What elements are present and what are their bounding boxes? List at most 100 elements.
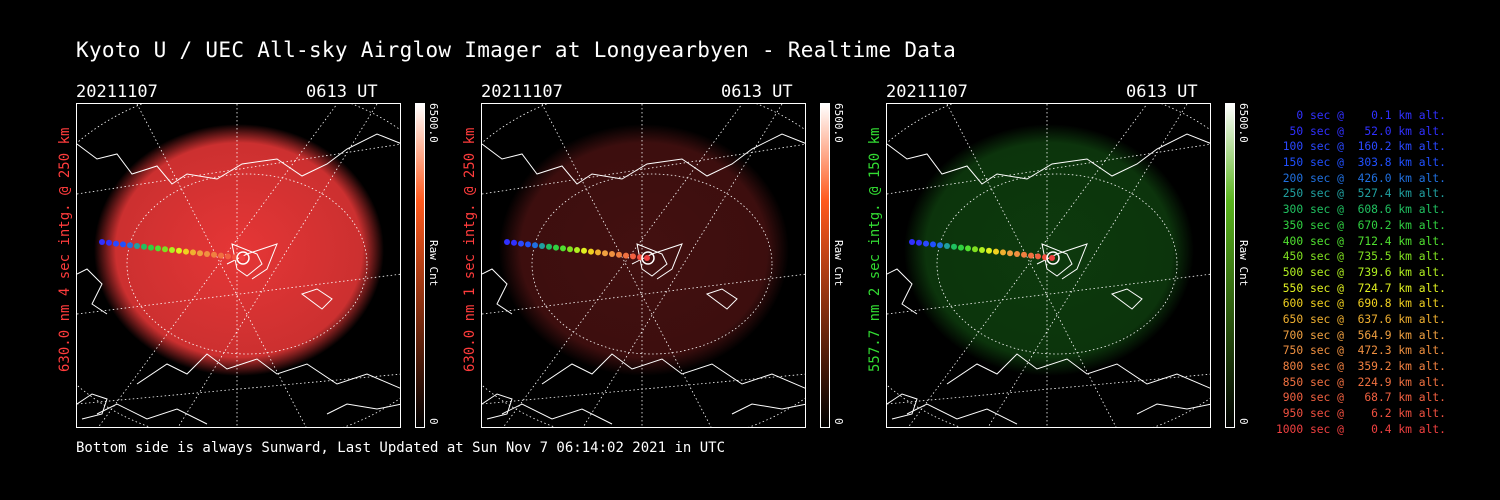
panel-1-colorbar-unit: Raw Cnt: [427, 240, 440, 287]
legend-entry: 700 sec @ 564.9 km alt.: [1275, 328, 1446, 342]
trajectory-point: [197, 250, 203, 257]
airglow-disc: [904, 124, 1194, 376]
legend-entry: 750 sec @ 472.3 km alt.: [1275, 344, 1446, 358]
trajectory-point: [211, 251, 217, 258]
panel-2-colorbar-max: 6500.0: [832, 103, 845, 143]
panel-2-time: 0613 UT: [721, 82, 793, 102]
trajectory-point: [127, 242, 133, 249]
trajectory-point: [937, 242, 943, 249]
legend-entry: 550 sec @ 724.7 km alt.: [1275, 281, 1446, 295]
trajectory: [99, 239, 245, 261]
trajectory-point: [581, 247, 587, 254]
trajectory-point: [944, 243, 950, 249]
trajectory-point: [148, 244, 154, 251]
trajectory-point: [923, 240, 929, 247]
trajectory: [909, 239, 1055, 261]
legend-entry: 50 sec @ 52.0 km alt.: [1275, 124, 1446, 138]
trajectory-point: [1028, 252, 1034, 259]
legend-entry: 600 sec @ 690.8 km alt.: [1275, 297, 1446, 311]
coastline: [482, 133, 805, 425]
legend-entry: 950 sec @ 6.2 km alt.: [1275, 407, 1446, 421]
legend-entry: 150 sec @ 303.8 km alt.: [1275, 156, 1446, 170]
trajectory-point: [504, 239, 510, 245]
trajectory-point: [162, 246, 168, 253]
trajectory-point: [183, 248, 189, 255]
panel-1-image: [76, 103, 401, 428]
panel-1-ylabel: 630.0 nm 4 sec intg. @ 250 km: [57, 127, 73, 372]
trajectory-point: [1049, 255, 1055, 261]
trajectory-point: [630, 253, 636, 260]
trajectory-point: [518, 240, 524, 247]
panel-3-colorbar: [1225, 103, 1235, 428]
legend-entry: 400 sec @ 712.4 km alt.: [1275, 234, 1446, 248]
trajectory-point: [1035, 253, 1041, 260]
panel-3-ylabel: 557.7 nm 2 sec intg. @ 150 km: [867, 127, 883, 372]
trajectory-point: [560, 245, 566, 252]
station-marker: [236, 251, 250, 265]
panel-2-ylabel: 630.0 nm 1 sec intg. @ 250 km: [462, 127, 478, 372]
station-marker: [1046, 251, 1060, 265]
panel-3-colorbar-max: 6500.0: [1237, 103, 1250, 143]
trajectory-point: [1000, 249, 1006, 256]
footer-status: Bottom side is always Sunward, Last Upda…: [76, 440, 726, 456]
trajectory-point: [218, 252, 224, 259]
trajectory-point: [1014, 251, 1020, 257]
trajectory-point: [134, 243, 140, 249]
legend-entry: 0 sec @ 0.1 km alt.: [1275, 109, 1446, 122]
trajectory-legend: 0 sec @ 0.1 km alt. 50 sec @ 52.0 km alt…: [1268, 108, 1446, 437]
panel-3-colorbar-min: 0: [1237, 418, 1250, 425]
legend-entry: 100 sec @ 160.2 km alt.: [1275, 140, 1446, 154]
trajectory-point: [958, 244, 964, 251]
page-title: Kyoto U / UEC All-sky Airglow Imager at …: [76, 38, 957, 62]
panel-1-colorbar-max: 6500.0: [427, 103, 440, 143]
trajectory-point: [986, 247, 992, 254]
legend-entry: 1000 sec @ 0.4 km alt.: [1275, 422, 1446, 436]
trajectory-point: [909, 239, 915, 245]
trajectory-point: [595, 249, 601, 256]
panel-2-date: 20211107: [481, 82, 563, 102]
trajectory-point: [644, 255, 650, 261]
trajectory-point: [190, 249, 196, 256]
legend-entry: 450 sec @ 735.5 km alt.: [1275, 250, 1446, 264]
panel-1-date: 20211107: [76, 82, 158, 102]
lat-lon-grid: [482, 104, 805, 427]
trajectory-point: [602, 250, 608, 257]
trajectory-point: [553, 244, 559, 251]
trajectory-point: [916, 239, 922, 246]
panel-1-colorbar-min: 0: [427, 418, 440, 425]
panel-2-image: [481, 103, 806, 428]
trajectory-point: [239, 255, 245, 261]
trajectory-point: [588, 248, 594, 255]
lat-lon-grid: [887, 104, 1210, 427]
trajectory-point: [623, 252, 629, 259]
legend-entry: 650 sec @ 637.6 km alt.: [1275, 312, 1446, 326]
trajectory-point: [525, 241, 531, 248]
panel-3-colorbar-unit: Raw Cnt: [1237, 240, 1250, 287]
trajectory-point: [616, 251, 622, 258]
trajectory-point: [106, 239, 112, 246]
trajectory-point: [155, 245, 161, 252]
panel-2-colorbar-unit: Raw Cnt: [832, 240, 845, 287]
legend-entry: 300 sec @ 608.6 km alt.: [1275, 203, 1446, 217]
airglow-disc: [499, 124, 789, 376]
coastline: [77, 133, 400, 425]
trajectory-point: [511, 239, 517, 246]
panel-2-colorbar-min: 0: [832, 418, 845, 425]
panel-3-date: 20211107: [886, 82, 968, 102]
trajectory: [504, 239, 650, 261]
trajectory-point: [930, 241, 936, 248]
station-marker: [641, 251, 655, 265]
trajectory-point: [169, 247, 175, 253]
panel-1-colorbar: [415, 103, 425, 428]
legend-entry: 900 sec @ 68.7 km alt.: [1275, 391, 1446, 405]
trajectory-point: [965, 245, 971, 252]
legend-entry: 500 sec @ 739.6 km alt.: [1275, 265, 1446, 279]
trajectory-point: [567, 246, 573, 253]
panel-2-colorbar: [820, 103, 830, 428]
panel-3-image: [886, 103, 1211, 428]
trajectory-point: [574, 247, 580, 253]
trajectory-point: [993, 248, 999, 255]
trajectory-point: [176, 247, 182, 254]
legend-entry: 800 sec @ 359.2 km alt.: [1275, 360, 1446, 373]
trajectory-point: [204, 251, 210, 257]
